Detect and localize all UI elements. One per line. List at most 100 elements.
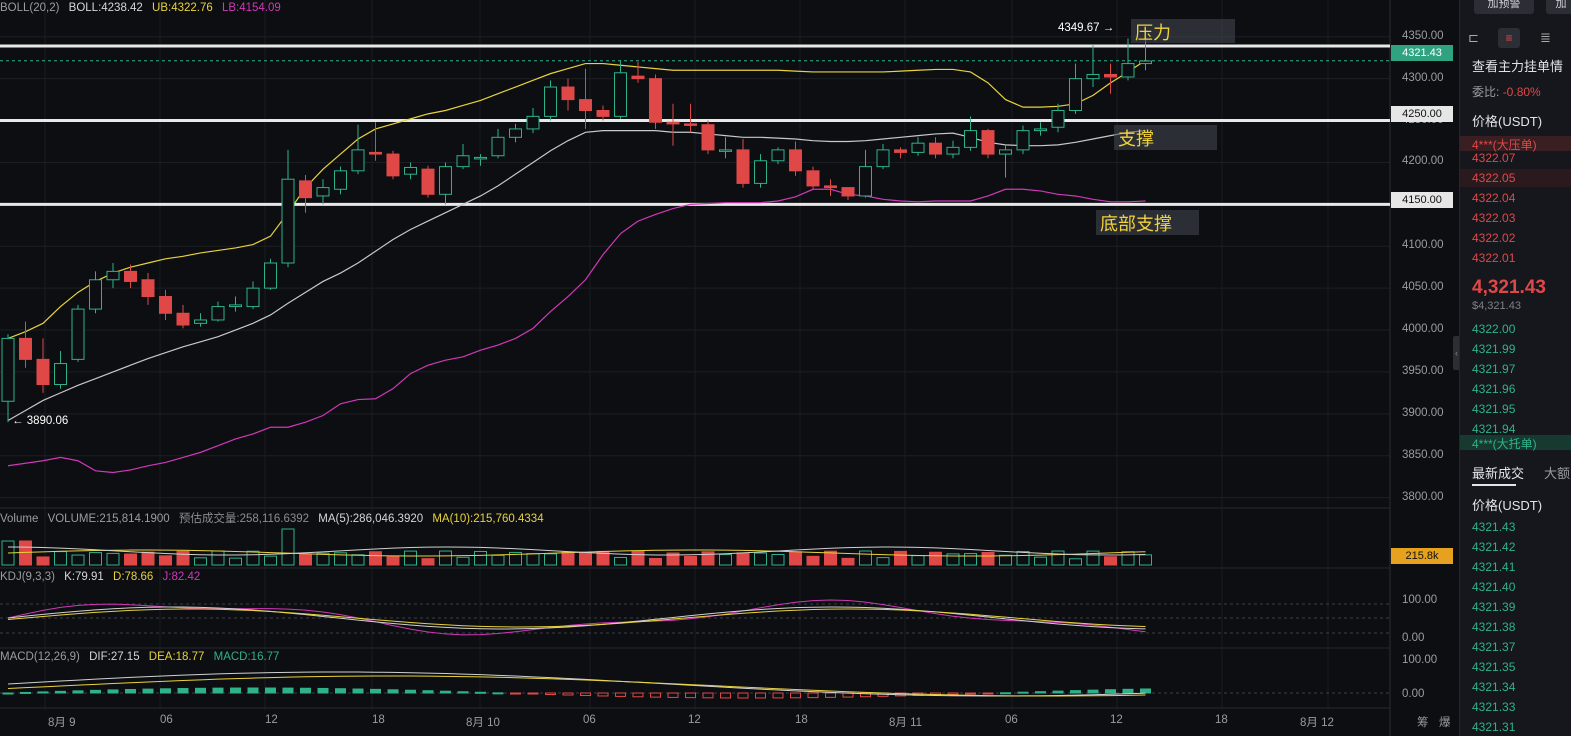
volume-bar <box>526 553 540 566</box>
volume-bar <box>1121 551 1135 566</box>
volume-bar <box>281 528 295 566</box>
macd-histogram-bar <box>702 692 714 699</box>
liquidation-button[interactable]: 爆 <box>1439 717 1451 729</box>
volume-bar <box>649 557 662 566</box>
bid-row[interactable]: 4321.94 <box>1472 422 1516 436</box>
volume-bar <box>71 554 85 566</box>
ask-row[interactable]: 4322.05 <box>1472 171 1516 185</box>
trade-row[interactable]: 4321.41 <box>1472 560 1516 574</box>
candle-body <box>89 279 102 310</box>
volume-bar <box>894 550 907 566</box>
macd-histogram-bar <box>1052 690 1064 694</box>
macd-histogram-bar <box>860 692 871 698</box>
main-orders-link[interactable]: 查看主力挂单情 <box>1472 59 1564 74</box>
trade-row[interactable]: 4321.35 <box>1472 660 1516 674</box>
tab-underline <box>1472 484 1516 486</box>
layout-both-icon[interactable]: ⊏ <box>1468 30 1479 45</box>
layout-bids-icon[interactable]: ≣ <box>1540 30 1551 45</box>
macd-histogram-bar <box>422 690 434 694</box>
candle-body <box>859 166 872 197</box>
tab-latest-trades[interactable]: 最新成交 <box>1472 466 1525 481</box>
trade-row[interactable]: 4321.43 <box>1472 520 1516 534</box>
bid-row[interactable]: 4322.00 <box>1472 322 1516 336</box>
price-axis-label: 4200.00 <box>1402 155 1444 168</box>
candle-body <box>964 130 977 148</box>
bid-row[interactable]: 4321.95 <box>1472 402 1516 416</box>
trade-row[interactable]: 4321.38 <box>1472 620 1516 634</box>
volume-bar <box>264 555 277 566</box>
trade-row[interactable]: 4321.33 <box>1472 700 1516 714</box>
candle-body <box>509 128 522 138</box>
volume-bar <box>509 551 522 566</box>
kdj-d-line <box>7 608 1146 628</box>
macd-histogram-bar <box>947 692 959 695</box>
volume-bar <box>491 554 505 566</box>
trade-row[interactable]: 4321.39 <box>1472 600 1516 614</box>
candle-body <box>754 160 767 184</box>
kdj-header: KDJ(9,3,3) K:79.91 D:78.66 J:82.42 <box>0 571 206 583</box>
macd-histogram-bar <box>475 691 486 694</box>
add-button[interactable]: 加 <box>1546 0 1571 14</box>
time-axis-label: 8月 12 <box>1300 717 1334 729</box>
volume-bar <box>719 554 732 566</box>
low-marker: ← 3890.06 <box>12 415 69 427</box>
volume-bar <box>211 550 225 566</box>
candle-body <box>456 155 470 168</box>
bottom-support-box <box>1096 210 1199 235</box>
kdj-k-line <box>7 606 1146 630</box>
price-chart[interactable] <box>0 0 1460 736</box>
volume-bar <box>631 550 645 566</box>
trade-row[interactable]: 4321.42 <box>1472 540 1516 554</box>
ask-row[interactable]: 4322.01 <box>1472 251 1516 265</box>
trade-row[interactable]: 4321.31 <box>1472 720 1516 734</box>
ask-row[interactable]: 4322.07 <box>1472 151 1516 165</box>
macd-histogram-bar <box>125 688 136 694</box>
trade-row[interactable]: 4321.37 <box>1472 640 1516 654</box>
time-axis-label: 12 <box>265 714 278 726</box>
candle-body <box>141 279 155 298</box>
macd-histogram-bar <box>1105 689 1116 694</box>
layout-asks-icon[interactable]: ≡ <box>1498 28 1520 48</box>
time-axis-label: 12 <box>688 714 701 726</box>
candle-body <box>1069 78 1082 111</box>
volume-bar <box>736 552 750 566</box>
candle-body <box>19 337 32 360</box>
ask-row[interactable]: 4322.04 <box>1472 191 1516 205</box>
candle-body <box>894 149 907 153</box>
macd-histogram-bar <box>527 692 539 695</box>
candle-body <box>246 287 260 308</box>
boll-ub: UB:4322.76 <box>152 2 213 14</box>
macd-dif: DIF:27.15 <box>89 651 140 663</box>
volume-bar <box>141 551 155 566</box>
candle-body <box>666 121 680 125</box>
resistance-label: 压力 <box>1135 23 1171 43</box>
trade-row[interactable]: 4321.40 <box>1472 580 1516 594</box>
candle-body <box>526 115 540 130</box>
macd-name: MACD(12,26,9) <box>0 651 80 663</box>
bid-row[interactable]: 4321.96 <box>1472 382 1516 396</box>
volume-bar <box>1016 551 1030 566</box>
volume-ma5-line <box>7 546 1146 556</box>
tab-big-trades[interactable]: 大额 <box>1544 466 1571 481</box>
time-axis-label: 18 <box>1215 714 1228 726</box>
candle-body <box>36 358 50 385</box>
price-axis-label: 4100.00 <box>1402 239 1444 252</box>
price-axis-label: 3800.00 <box>1402 490 1444 503</box>
macd-histogram-bar <box>562 692 574 696</box>
bid-row[interactable]: 4321.97 <box>1472 362 1516 376</box>
chart-area[interactable]: BOLL(20,2) BOLL:4238.42 UB:4322.76 LB:41… <box>0 0 1460 736</box>
boll-lower-line <box>7 188 1146 474</box>
volume-tag: 215.8k <box>1391 548 1453 564</box>
candle-body <box>159 296 172 314</box>
boll-mid-line <box>7 130 1146 422</box>
chips-button[interactable]: 筹 <box>1417 717 1429 729</box>
add-alert-button[interactable]: 加预警 <box>1474 0 1534 14</box>
collapse-handle[interactable]: ‹ <box>1453 336 1460 370</box>
ask-row[interactable]: 4322.03 <box>1472 211 1516 225</box>
bid-row[interactable]: 4321.99 <box>1472 342 1516 356</box>
trade-row[interactable]: 4321.34 <box>1472 680 1516 694</box>
ask-row[interactable]: 4322.02 <box>1472 231 1516 245</box>
boll-value: BOLL:4238.42 <box>68 2 143 14</box>
time-axis-label: 8月 11 <box>889 717 923 729</box>
candle-body <box>1121 63 1135 78</box>
